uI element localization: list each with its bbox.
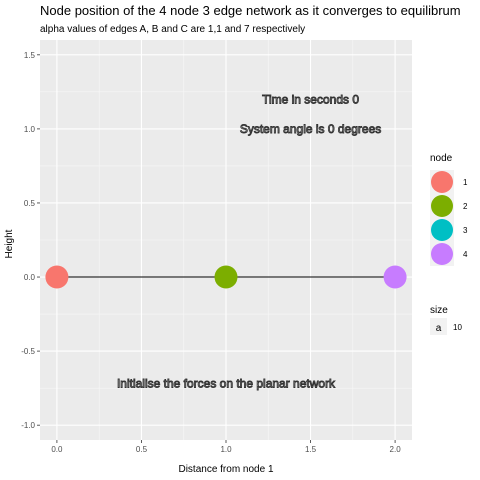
y-tick-label: 1.0 bbox=[24, 125, 36, 134]
annotations: Time in seconds 0 System angle is 0 degre… bbox=[116, 92, 381, 391]
x-axis-ticks: 0.0 0.5 1.0 1.5 2.0 bbox=[51, 440, 401, 454]
legend-label: 4 bbox=[463, 250, 468, 259]
y-tick-label: 1.5 bbox=[24, 51, 36, 60]
points bbox=[45, 265, 407, 289]
x-tick-label: 2.0 bbox=[390, 445, 402, 454]
legend-label: 2 bbox=[463, 202, 468, 211]
chart-subtitle: alpha values of edges A, B and C are 1,1… bbox=[40, 24, 305, 35]
y-tick-label: 0.5 bbox=[24, 199, 36, 208]
legend-size-label: 10 bbox=[453, 323, 462, 332]
legend-key-2 bbox=[431, 195, 453, 217]
x-tick-label: 1.5 bbox=[305, 445, 317, 454]
legend-key-4 bbox=[431, 243, 453, 265]
annotation-text: Initialise the forces on the planar netw… bbox=[117, 377, 336, 391]
node-point-1 bbox=[45, 265, 69, 289]
y-axis-label: Height bbox=[4, 229, 15, 258]
y-tick-label: 0.0 bbox=[24, 273, 36, 282]
x-tick-label: 0.0 bbox=[51, 445, 63, 454]
y-tick-label: -0.5 bbox=[21, 347, 35, 356]
legend-title-node: node bbox=[430, 153, 453, 164]
node-point-2 bbox=[214, 265, 238, 289]
legend-key-3 bbox=[431, 219, 453, 241]
annotation-text: System angle is 0 degrees bbox=[240, 122, 381, 136]
y-axis-ticks: -1.0 -0.5 0.0 0.5 1.0 1.5 bbox=[21, 51, 40, 430]
grid-major bbox=[40, 40, 412, 440]
legend-label: 1 bbox=[463, 178, 468, 187]
legend-size-key: a bbox=[436, 323, 442, 334]
legend-size-key-box bbox=[430, 318, 447, 335]
x-tick-label: 1.0 bbox=[220, 445, 232, 454]
legend-label: 3 bbox=[463, 226, 468, 235]
x-axis-label: Distance from node 1 bbox=[178, 464, 273, 475]
legend: node 1 2 3 4 size a 10 bbox=[430, 153, 468, 335]
legend-key-1 bbox=[431, 171, 453, 193]
legend-title-size: size bbox=[430, 305, 448, 316]
x-tick-label: 0.5 bbox=[136, 445, 148, 454]
y-tick-label: -1.0 bbox=[21, 421, 35, 430]
node-point-4 bbox=[383, 265, 407, 289]
annotation-text: Time in seconds 0 bbox=[262, 92, 359, 106]
chart-title: Node position of the 4 node 3 edge netwo… bbox=[40, 3, 461, 18]
